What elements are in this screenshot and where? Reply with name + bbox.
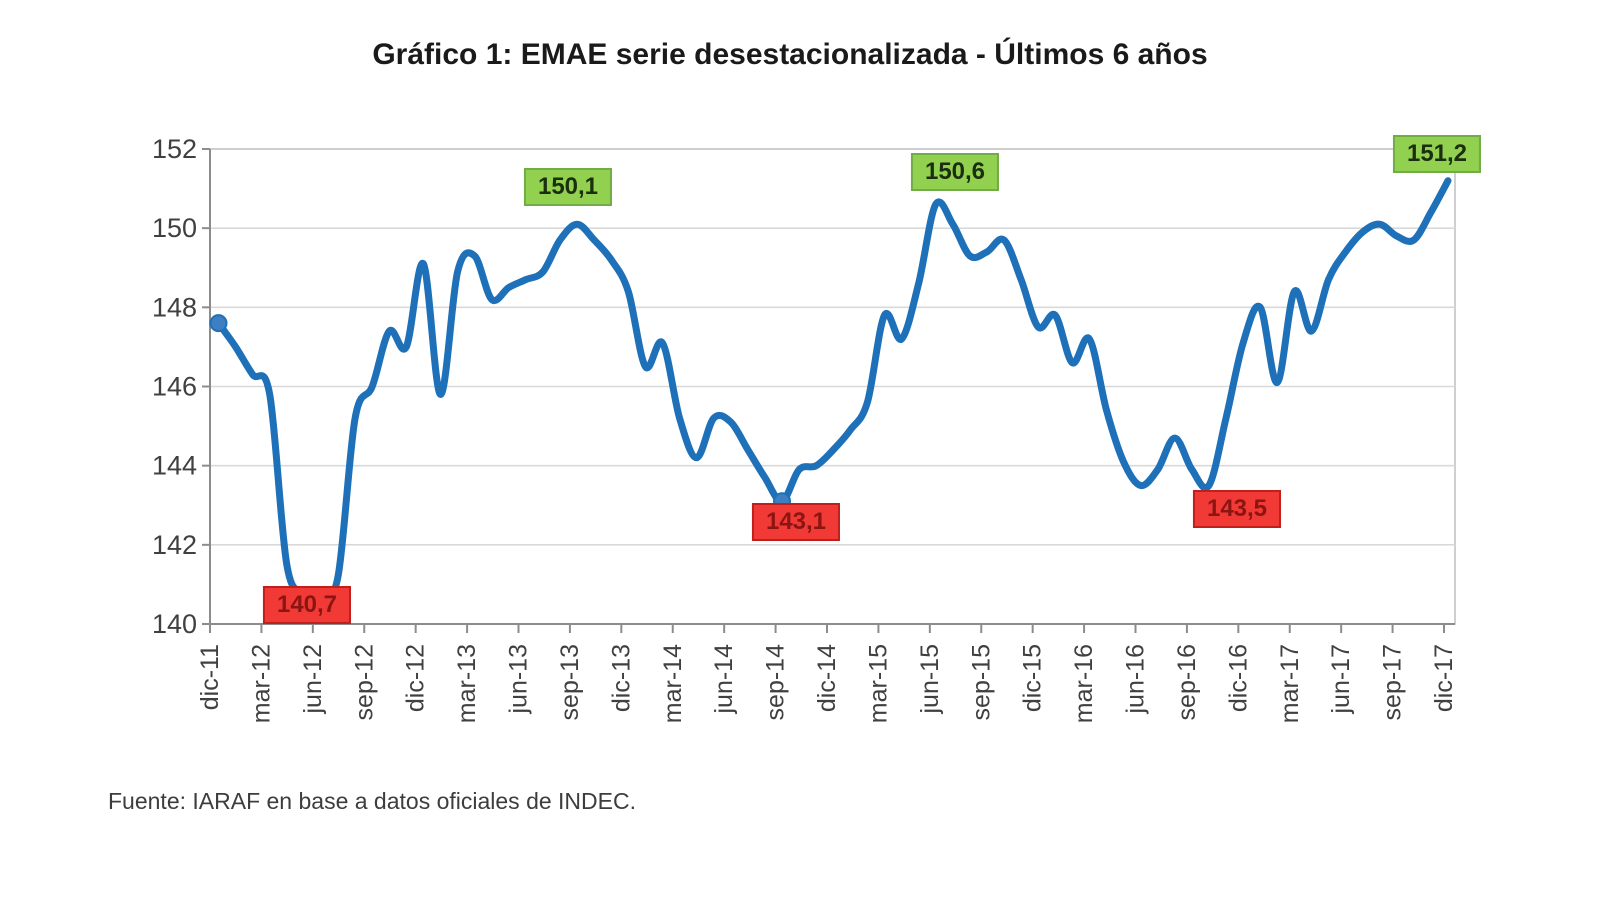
- y-axis-tick-label: 150: [152, 213, 197, 243]
- y-axis-tick-label: 146: [152, 372, 197, 402]
- data-point-marker: [209, 314, 228, 333]
- x-axis-tick-label: dic-15: [1019, 644, 1047, 712]
- x-axis-tick-label: mar-15: [864, 644, 892, 723]
- y-axis-tick-label: 142: [152, 530, 197, 560]
- trough-value-label: 143,5: [1192, 490, 1282, 528]
- x-axis-tick-label: sep-17: [1379, 644, 1407, 720]
- x-axis-tick-label: dic-12: [402, 644, 430, 712]
- y-axis-tick-label: 140: [152, 609, 197, 639]
- x-axis-tick-label: mar-17: [1276, 644, 1304, 723]
- x-axis-tick-label: sep-16: [1173, 644, 1201, 720]
- peak-value-label: 150,6: [910, 153, 1000, 191]
- x-axis-tick-label: jun-14: [710, 644, 738, 715]
- x-axis-tick-label: mar-13: [453, 644, 481, 723]
- chart-title: Gráfico 1: EMAE serie desestacionalizada…: [372, 38, 1208, 71]
- x-axis-tick-label: mar-16: [1070, 644, 1098, 723]
- x-axis-tick-label: mar-14: [659, 644, 687, 723]
- x-axis-tick-label: jun-15: [916, 644, 944, 715]
- x-axis-tick-label: jun-13: [505, 644, 533, 715]
- peak-value-label: 150,1: [523, 168, 613, 206]
- y-axis-tick-label: 144: [152, 451, 197, 481]
- emae-series-line: [215, 177, 1452, 602]
- y-axis-tick-label: 152: [152, 134, 197, 164]
- x-axis-tick-label: dic-16: [1224, 644, 1252, 712]
- x-axis-tick-label: sep-12: [350, 644, 378, 720]
- peak-value-label: 151,2: [1392, 135, 1482, 173]
- x-axis-tick-label: jun-16: [1122, 644, 1150, 715]
- trough-value-label: 140,7: [262, 586, 352, 624]
- x-axis-tick-label: sep-15: [967, 644, 995, 720]
- x-axis-tick-label: sep-13: [556, 644, 584, 720]
- x-axis-tick-label: dic-17: [1430, 644, 1458, 712]
- x-axis-tick-label: mar-12: [247, 644, 275, 723]
- x-axis-tick-label: sep-14: [762, 644, 790, 721]
- source-note: Fuente: IARAF en base a datos oficiales …: [108, 788, 636, 814]
- trough-value-label: 143,1: [751, 503, 841, 541]
- x-axis-tick-label: dic-11: [196, 644, 224, 710]
- y-axis-tick-label: 148: [152, 292, 197, 322]
- x-axis-tick-label: jun-12: [299, 644, 327, 715]
- x-axis-tick-label: dic-14: [813, 644, 841, 712]
- x-axis-tick-label: jun-17: [1327, 644, 1355, 715]
- x-axis-tick-label: dic-13: [607, 644, 635, 712]
